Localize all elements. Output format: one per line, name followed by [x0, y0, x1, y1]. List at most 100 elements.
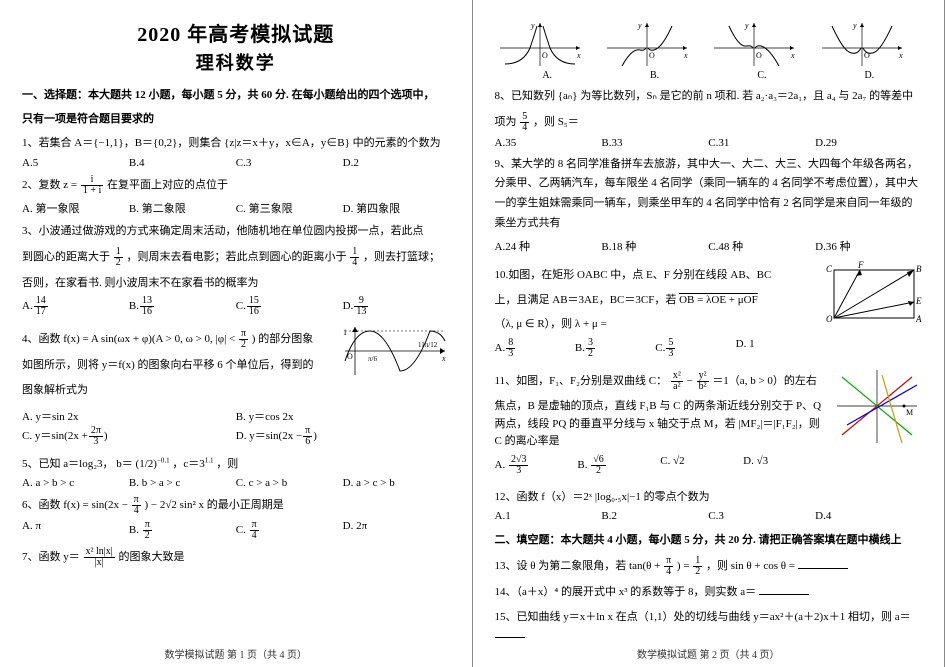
- q10-A: A: [915, 314, 922, 324]
- q3df: 913: [354, 296, 368, 317]
- page-right: O x y A. O x y B.: [473, 0, 945, 667]
- q6bd: 2: [143, 531, 152, 541]
- q3-f2n: 1: [350, 247, 359, 258]
- q9b: B.18 种: [601, 238, 708, 254]
- q2-prefix: 2、复数: [22, 179, 61, 191]
- q4dd: 6: [303, 437, 312, 447]
- q4-opt-c: C. y＝sin(2x +2π3): [22, 426, 236, 447]
- q10d: D. 1: [736, 338, 816, 359]
- q11d1: a²: [671, 382, 683, 392]
- q11l1post: ＝1（a, b > 0）的左右: [712, 375, 817, 387]
- q10vec: OB = λOE + μOF: [679, 294, 758, 306]
- q11af: 2√33: [509, 455, 529, 476]
- q8a: A.35: [495, 137, 602, 149]
- q10l2p: 上，且满足 AB＝3AE，BC＝3CF，若: [495, 294, 677, 306]
- q8l2p: 项为: [495, 116, 517, 128]
- q6-fnpre: f(x) = sin(2x −: [63, 499, 128, 511]
- svg-text:y: y: [744, 21, 749, 30]
- q10-line2: 上，且满足 AB＝3AE，BC＝3CF，若 OB = λOE + μOF: [495, 291, 817, 310]
- q6-suffix: 的最小正周期是: [207, 499, 284, 511]
- q3c: C.: [236, 300, 246, 312]
- q4phi: π2: [239, 329, 248, 350]
- q7frac: x² ln|x||x|: [84, 547, 115, 568]
- svg-text:O: O: [649, 51, 655, 60]
- q10-line1: 10.如图，在矩形 OABC 中，点 E、F 分别在线段 AB、BC: [495, 266, 817, 285]
- q11c: C. √2: [660, 455, 743, 476]
- q5-cp: ，c＝3: [172, 458, 204, 470]
- q6fd: 4: [132, 506, 141, 516]
- q10-text: 10.如图，在矩形 OABC 中，点 E、F 分别在线段 AB、BC 上，且满足…: [495, 260, 817, 365]
- q10-rect-svg: O A B C E F: [822, 260, 922, 330]
- q12-options: A.1 B.2 C.3 D.4: [495, 510, 923, 522]
- q13-fnpre: tan(θ +: [629, 560, 660, 572]
- q11-hyperbola-svg: M: [832, 365, 922, 447]
- q4phid: 2: [239, 340, 248, 350]
- q7-label-b: B.: [602, 70, 707, 81]
- q10ad: 3: [506, 349, 515, 359]
- q15-blank: [495, 627, 525, 638]
- q11d2: b²: [697, 382, 709, 392]
- q5-options: A. a > b > c B. b > a > c C. c > a > b D…: [22, 477, 450, 489]
- q7gc-svg: O x y: [709, 18, 799, 70]
- q2-opt-a: A. 第一象限: [22, 200, 129, 216]
- q4-xt1: π/6: [368, 355, 377, 363]
- q14-text: 14、（a＋x）⁴ 的展开式中 x³ 的系数等于 8，则实数 a＝: [495, 586, 757, 598]
- q14-line: 14、（a＋x）⁴ 的展开式中 x³ 的系数等于 8，则实数 a＝: [495, 583, 923, 602]
- q1-opt-d: D.2: [343, 157, 450, 169]
- q11b: B. √62: [577, 455, 660, 476]
- q3b: B.: [129, 300, 139, 312]
- q11-block: 11、如图，F₁、F₂分别是双曲线 C： x²a² − y²b² ＝1（a, b…: [495, 365, 923, 482]
- q7gb-svg: O x y: [602, 18, 692, 70]
- q4-fn: f(x) = A sin(ωx + φ)(A > 0, ω > 0, |φ| <: [63, 333, 235, 345]
- q10bp: B.: [575, 342, 585, 354]
- q12b: B.2: [601, 510, 708, 522]
- q10bf: 32: [586, 338, 595, 359]
- q3a: A.: [22, 300, 33, 312]
- q6-fnmid: ) − 2√2 sin² x: [144, 499, 204, 511]
- q13-fnpost: ) =: [677, 560, 690, 572]
- q3-frac1: 12: [114, 247, 123, 268]
- q11-M: M: [906, 408, 913, 417]
- q4cfrac: 2π3: [89, 426, 103, 447]
- q3-line1: 3、小波通过做游戏的方式来确定周末活动，他随机地在单位圆内投掷一点，若此点: [22, 222, 450, 241]
- q10cf: 53: [666, 338, 675, 359]
- q10ap: A.: [495, 342, 506, 354]
- q3-opt-b: B.1316: [129, 296, 236, 317]
- q11ap: A.: [495, 459, 508, 471]
- q12a: A.1: [495, 510, 602, 522]
- q4-sine-graph: 1 π/6 11π/12 x O: [340, 323, 450, 379]
- q6a: A. π: [22, 520, 129, 541]
- q7-prefix: 7、函数 y＝: [22, 551, 80, 563]
- q10-options: A.83 B.32 C.53 D. 1: [495, 338, 817, 359]
- q8b: B.33: [601, 137, 708, 149]
- q6bf: π2: [143, 520, 152, 541]
- q6b: B. π2: [129, 520, 236, 541]
- q6cp: C.: [236, 524, 249, 536]
- q4dp: D. y＝: [236, 430, 266, 442]
- q12d: D.4: [815, 510, 922, 522]
- q3dd: 13: [354, 307, 368, 317]
- q4df: sin(2x −: [266, 430, 302, 442]
- q13-blank: [798, 558, 848, 569]
- q4-options: A. y＝sin 2x B. y＝cos 2x C. y＝sin(2x +2π3…: [22, 408, 450, 449]
- q9-options: A.24 种 B.18 种 C.48 种 D.36 种: [495, 238, 923, 254]
- svg-text:O: O: [864, 51, 870, 60]
- q2-line: 2、复数 z = i 1 + i 在复平面上对应的点位于: [22, 175, 450, 196]
- q5d: D. a > c > b: [343, 477, 450, 489]
- q5-bexp: −0.1: [157, 456, 170, 464]
- q10-line3: （λ, μ ∈ R），则 λ + μ =: [495, 315, 817, 334]
- q3-f1n: 1: [114, 247, 123, 258]
- q4-line3: 图象解析式为: [22, 381, 334, 400]
- q3-frac2: 14: [350, 247, 359, 268]
- q10b: B.32: [575, 338, 655, 359]
- q4-block: 4、函数 f(x) = A sin(ωx + φ)(A > 0, ω > 0, …: [22, 323, 450, 403]
- q13f1: π4: [664, 556, 673, 577]
- q10-E: E: [915, 296, 922, 306]
- q11d: D. √3: [743, 455, 826, 476]
- q2-suffix: 在复平面上对应的点位于: [107, 179, 228, 191]
- q2-frac: i 1 + i: [81, 175, 103, 196]
- q10af: 83: [506, 338, 515, 359]
- q3-options: A.1417 B.1316 C.1516 D.913: [22, 296, 450, 317]
- q4-xt2: 11π/12: [418, 341, 438, 349]
- q5-text: 5、已知 a＝log₂3，: [22, 458, 114, 470]
